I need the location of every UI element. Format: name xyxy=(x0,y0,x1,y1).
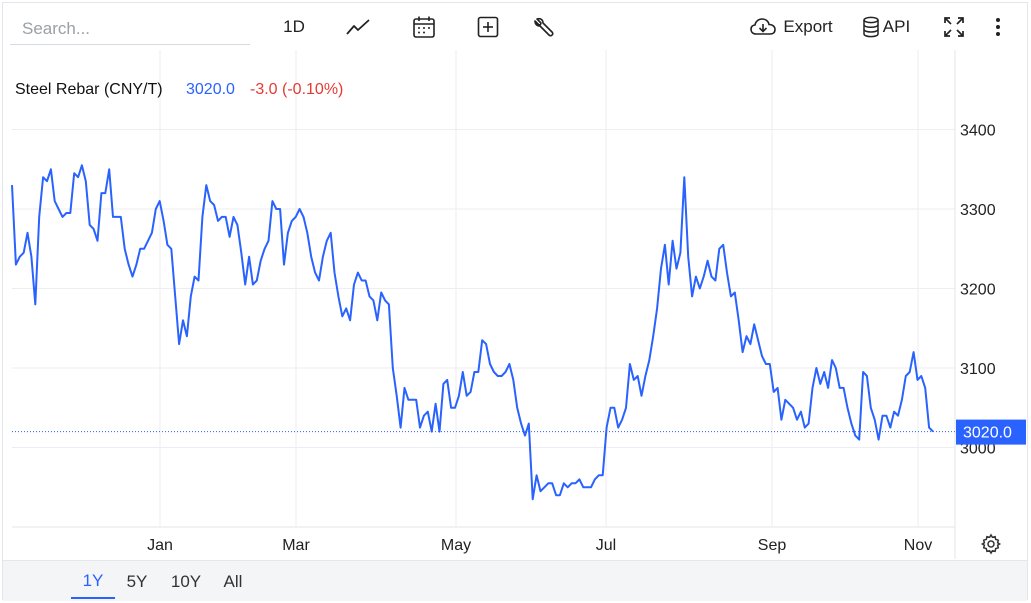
x-tick-label: Sep xyxy=(758,537,787,554)
plus-square-icon xyxy=(477,16,499,38)
x-tick-label: Mar xyxy=(282,537,310,554)
range-button-5y[interactable]: 5Y xyxy=(126,572,148,591)
x-tick-label: Jan xyxy=(147,537,173,554)
y-tick-label: 3200 xyxy=(960,282,996,299)
legend-name: Steel Rebar (CNY/T) xyxy=(15,81,163,98)
export-label: Export xyxy=(783,17,833,36)
y-tick-label: 3400 xyxy=(960,123,996,140)
chart-settings-button[interactable] xyxy=(979,532,1003,556)
chart-type-button[interactable] xyxy=(342,12,374,42)
price-chart[interactable]: 3000 3100 3200 3300 3400 Jan Mar May Jul Sep Nov S… xyxy=(0,0,1031,560)
cloud-download-icon xyxy=(750,18,777,35)
more-vertical-icon xyxy=(996,18,1000,36)
range-bar xyxy=(3,560,1027,601)
x-tick-label: Jul xyxy=(596,537,616,554)
x-tick-label: Nov xyxy=(904,537,932,554)
more-options-button[interactable] xyxy=(986,12,1010,42)
range-button-10y[interactable]: 10Y xyxy=(170,572,202,591)
api-label: API xyxy=(882,17,911,36)
range-button-all[interactable]: All xyxy=(223,572,243,591)
y-tick-label: 3100 xyxy=(960,361,996,378)
date-range-button[interactable] xyxy=(408,12,440,42)
last-price-tag xyxy=(956,419,1026,445)
interval-label: 1D xyxy=(283,17,305,36)
calendar-icon xyxy=(413,16,435,38)
search-input[interactable] xyxy=(10,13,250,45)
interval-button[interactable]: 1D xyxy=(276,12,312,42)
api-button[interactable]: API xyxy=(856,12,916,42)
add-indicator-button[interactable] xyxy=(472,12,504,42)
x-tick-label: May xyxy=(441,537,471,554)
legend-change: -3.0 (-0.10%) xyxy=(250,81,343,98)
export-button[interactable]: Export xyxy=(746,12,836,42)
price-series-line xyxy=(11,164,934,501)
gear-icon xyxy=(980,533,1002,555)
database-icon xyxy=(863,16,879,38)
range-button-1y[interactable]: 1Y xyxy=(71,565,115,599)
last-price-tag-label: 3020.0 xyxy=(963,425,1012,442)
settings-tools-button[interactable] xyxy=(528,12,560,42)
fullscreen-button[interactable] xyxy=(938,12,970,42)
y-tick-label: 3300 xyxy=(960,202,996,219)
wrench-icon xyxy=(534,17,554,37)
y-tick-label: 3000 xyxy=(960,441,996,458)
line-chart-icon xyxy=(346,19,370,35)
legend-price: 3020.0 xyxy=(186,81,235,98)
fullscreen-icon xyxy=(944,17,964,37)
